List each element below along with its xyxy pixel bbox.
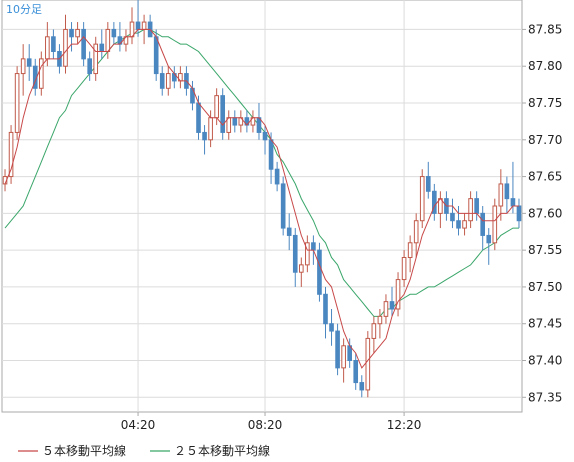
candle-body-down: [196, 102, 201, 133]
candle-body-down: [69, 28, 74, 38]
candle-body-down: [335, 330, 340, 369]
candles: [2, 0, 522, 398]
candle-body-down: [262, 131, 268, 141]
y-tick-label: 87.65: [528, 170, 562, 184]
candle-body-up: [401, 257, 407, 281]
y-tick-label: 87.45: [528, 317, 562, 331]
candle-body-up: [371, 323, 377, 339]
candle-body-up: [298, 264, 304, 273]
grid-lines: [2, 0, 522, 412]
candle-body-down: [159, 73, 165, 89]
candle-body-down: [99, 43, 105, 52]
candle-body-down: [81, 28, 86, 60]
candle-body-up: [20, 58, 26, 75]
y-tick-label: 87.55: [528, 243, 562, 257]
legend-label-ma5: ５本移動平均線: [42, 443, 126, 458]
candle-body-down: [87, 58, 92, 75]
candle-body-up: [38, 58, 44, 89]
candle-body-up: [365, 337, 371, 391]
candle-body-down: [311, 242, 316, 251]
candle-body-up: [462, 220, 467, 229]
candle-body-down: [135, 21, 141, 30]
candle-body-down: [323, 293, 328, 325]
y-tick-label: 87.40: [528, 354, 562, 368]
candle-body-up: [208, 117, 213, 141]
candle-body-up: [341, 345, 346, 369]
candle-body-up: [141, 21, 147, 30]
candle-body-down: [450, 212, 455, 222]
ma5-layer: [4, 28, 519, 369]
candle-body-up: [105, 28, 111, 52]
candle-body-down: [480, 212, 486, 236]
candle-body-down: [329, 323, 334, 332]
candle-body-down: [232, 117, 238, 126]
legend: ５本移動平均線 ２５本移動平均線: [18, 443, 270, 458]
candle-body-down: [359, 382, 365, 391]
candle-body-down: [153, 36, 159, 75]
y-tick-label: 87.35: [528, 390, 562, 404]
candle-body-down: [486, 234, 492, 244]
candle-body-down: [353, 360, 359, 384]
candle-body-down: [456, 220, 461, 229]
candle-body-up: [468, 198, 473, 222]
candle-body-up: [63, 28, 68, 67]
candle-body-up: [498, 183, 504, 207]
candle-body-up: [8, 131, 14, 178]
candle-body-down: [474, 198, 479, 214]
candle-body-down: [389, 301, 395, 310]
x-tick-label: 04:20: [121, 418, 156, 432]
candle-body-down: [51, 36, 56, 52]
candle-body-down: [268, 139, 274, 170]
plot-area: [1, 0, 523, 413]
candle-body-down: [220, 95, 226, 133]
candle-body-down: [292, 234, 298, 273]
candle-body-up: [305, 242, 310, 266]
candle-body-up: [383, 301, 389, 317]
candle-body-up: [45, 36, 50, 60]
y-axis-ticks: 87.35 87.40 87.45 87.50 87.55 87.60 87.65 87.70…: [522, 22, 562, 404]
candle-body-down: [504, 183, 510, 200]
y-tick-label: 87.60: [528, 206, 562, 220]
candle-body-up: [214, 95, 219, 119]
legend-label-ma25: ２５本移動平均線: [174, 443, 270, 458]
y-tick-label: 87.85: [528, 22, 562, 36]
candle-body-up: [75, 28, 80, 38]
candle-body-up: [413, 220, 419, 244]
candle-body-down: [26, 58, 32, 67]
y-tick-label: 87.80: [528, 59, 562, 73]
candle-body-down: [286, 227, 292, 236]
candle-body-up: [14, 73, 20, 133]
x-tick-label: 08:20: [248, 418, 283, 432]
x-tick-label: 12:20: [387, 418, 422, 432]
candle-body-down: [280, 183, 286, 229]
candle-body-down: [432, 190, 437, 214]
ma5-line: [4, 28, 519, 369]
y-tick-label: 87.70: [528, 133, 562, 147]
candle-body-up: [407, 242, 413, 259]
y-tick-label: 87.75: [528, 96, 562, 110]
period-label: 10分足: [6, 3, 42, 16]
candle-body-up: [419, 176, 425, 222]
candle-body-down: [202, 131, 207, 141]
y-tick-label: 87.50: [528, 280, 562, 294]
candle-body-up: [165, 73, 171, 89]
candle-body-down: [425, 176, 431, 192]
candle-body-down: [516, 205, 522, 222]
candle-body-down: [510, 198, 516, 207]
candle-body-up: [93, 43, 99, 75]
candle-body-down: [111, 28, 117, 38]
x-axis-ticks: 04:20 08:20 12:20: [121, 412, 422, 432]
candle-body-up: [395, 279, 401, 310]
candle-body-up: [377, 315, 383, 325]
candle-body-up: [492, 205, 498, 244]
candle-body-down: [274, 168, 280, 185]
candle-body-down: [317, 249, 322, 295]
